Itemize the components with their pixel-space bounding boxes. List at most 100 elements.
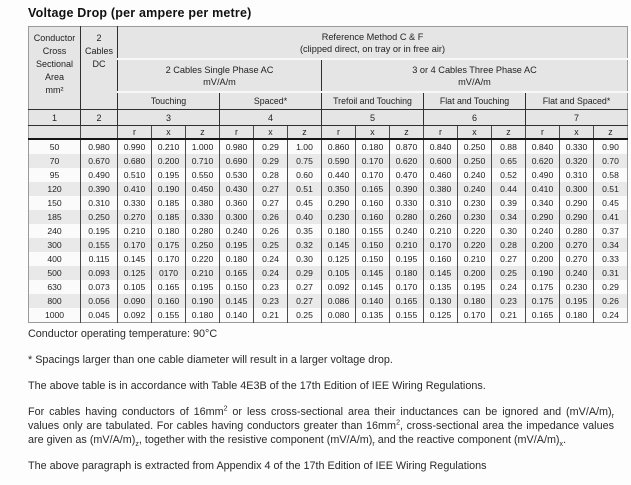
cell-value: 0.290 [321, 196, 356, 210]
cell-value: 0.190 [525, 266, 560, 280]
cell-value: 0.250 [457, 139, 492, 154]
cell-value: 0.88 [491, 139, 526, 154]
cell-value: 0.39 [491, 196, 526, 210]
cell-value: 0.90 [593, 139, 628, 154]
cell-value: 0.180 [321, 224, 356, 238]
header-group-flat-spaced: Flat and Spaced* [525, 92, 628, 110]
cell-value: 0.185 [151, 210, 186, 224]
cell-value: 0.310 [423, 196, 458, 210]
cell-value: 0.290 [559, 210, 594, 224]
cell-value: 0.34 [593, 238, 628, 252]
cell-value: 0.26 [593, 294, 628, 308]
cell-value: 0.200 [457, 266, 492, 280]
cell-value: 0.23 [253, 294, 288, 308]
cell-value: 0.210 [185, 266, 220, 280]
cell-value: 0.25 [491, 266, 526, 280]
cell-value: 0.145 [355, 266, 390, 280]
cell-value: 0.330 [389, 196, 424, 210]
cell-dc: 0.250 [80, 210, 118, 224]
note-impedance-paragraph: For cables having conductors of 16mm2 or… [28, 405, 614, 449]
cell-value: 0.195 [185, 280, 220, 294]
col-number-7: 7 [525, 109, 628, 126]
cell-value: 0.27 [287, 280, 322, 294]
cell-value: 0.160 [355, 210, 390, 224]
cell-value: 0.090 [117, 294, 152, 308]
subheader-z: z [287, 125, 322, 140]
cell-area: 240 [28, 224, 81, 238]
cell-value: 0.290 [525, 210, 560, 224]
table-row: 400 0.115 0.145 0.170 0.220 0.180 0.24 0.30 0.12… [28, 252, 628, 266]
cell-value: 0.870 [389, 139, 424, 154]
subheader-r: r [525, 125, 560, 140]
table-row: 240 0.195 0.210 0.180 0.280 0.240 0.26 0.35 0.18… [28, 224, 628, 238]
cell-value: 0.230 [457, 196, 492, 210]
cell-value: 0.240 [525, 224, 560, 238]
cell-value: 0.450 [185, 182, 220, 196]
cell-value: 0.092 [321, 280, 356, 294]
cell-value: 0.29 [287, 266, 322, 280]
subheader-z: z [491, 125, 526, 140]
cell-value: 0.170 [151, 252, 186, 266]
cell-value: 0.180 [457, 294, 492, 308]
cell-value: 0.310 [559, 168, 594, 182]
cell-dc: 0.155 [80, 238, 118, 252]
cell-value: 0.380 [423, 182, 458, 196]
cell-value: 0.250 [185, 238, 220, 252]
cell-value: 0.080 [321, 308, 356, 323]
cell-value: 0.980 [219, 139, 254, 154]
table-body: 50 0.980 0.990 0.210 1.000 0.980 0.29 1.00 0.860… [28, 139, 628, 323]
note-extract: The above paragraph is extracted from Ap… [28, 460, 487, 472]
cell-value: 0.145 [321, 238, 356, 252]
cell-value: 0.170 [355, 154, 390, 168]
cell-value: 0.210 [457, 252, 492, 266]
cell-value: 0.165 [525, 308, 560, 323]
cell-value: 0.200 [525, 252, 560, 266]
cell-value: 0.620 [525, 154, 560, 168]
cell-value: 0.430 [219, 182, 254, 196]
cell-value: 0.240 [457, 168, 492, 182]
cell-value: 0.45 [287, 196, 322, 210]
subheader-z: z [185, 125, 220, 140]
cell-value: 0.680 [117, 154, 152, 168]
cell-value: 0.155 [151, 308, 186, 323]
cell-value: 0.125 [423, 308, 458, 323]
cell-value: 0.165 [355, 182, 390, 196]
subheader-z: z [593, 125, 628, 140]
cell-value: 0.280 [185, 224, 220, 238]
table-row: 500 0.093 0.125 0170 0.210 0.165 0.24 0.29 0.105… [28, 266, 628, 280]
cell-value: 0.23 [491, 294, 526, 308]
cell-value: 0.200 [151, 154, 186, 168]
cell-value: 0.145 [423, 266, 458, 280]
table-row: 300 0.155 0.170 0.175 0.250 0.195 0.25 0.32 0.14… [28, 238, 628, 252]
cell-dc: 0.115 [80, 252, 118, 266]
cell-value: 0.490 [525, 168, 560, 182]
cell-value: 0.75 [287, 154, 322, 168]
cell-value: 0.860 [321, 139, 356, 154]
subheader-z: z [389, 125, 424, 140]
cell-value: 0.470 [389, 168, 424, 182]
cell-value: 0.195 [457, 280, 492, 294]
cell-dc: 0.980 [80, 139, 118, 154]
cell-value: 0.30 [491, 224, 526, 238]
cell-value: 0.160 [151, 294, 186, 308]
cell-value: 0.165 [151, 280, 186, 294]
subheader-r: r [219, 125, 254, 140]
table-row: 1000 0.045 0.092 0.155 0.180 0.140 0.21 0.25 0.0… [28, 308, 628, 323]
subheader-x: x [559, 125, 594, 140]
cell-value: 0.195 [389, 252, 424, 266]
cell-value: 0.190 [185, 294, 220, 308]
cell-value: 0.220 [185, 252, 220, 266]
cell-value: 0.51 [287, 182, 322, 196]
cell-value: 0.37 [593, 224, 628, 238]
cell-value: 0.155 [389, 308, 424, 323]
cell-value: 0.28 [253, 168, 288, 182]
cell-value: 0.32 [287, 238, 322, 252]
header-reference-method: Reference Method C & F (clipped direct, … [117, 26, 628, 60]
cell-value: 0.145 [117, 252, 152, 266]
col-number-1: 1 [28, 109, 81, 126]
cell-value: 0.52 [491, 168, 526, 182]
cell-value: 0.360 [219, 196, 254, 210]
cell-value: 0.41 [593, 210, 628, 224]
cell-value: 0.440 [321, 168, 356, 182]
